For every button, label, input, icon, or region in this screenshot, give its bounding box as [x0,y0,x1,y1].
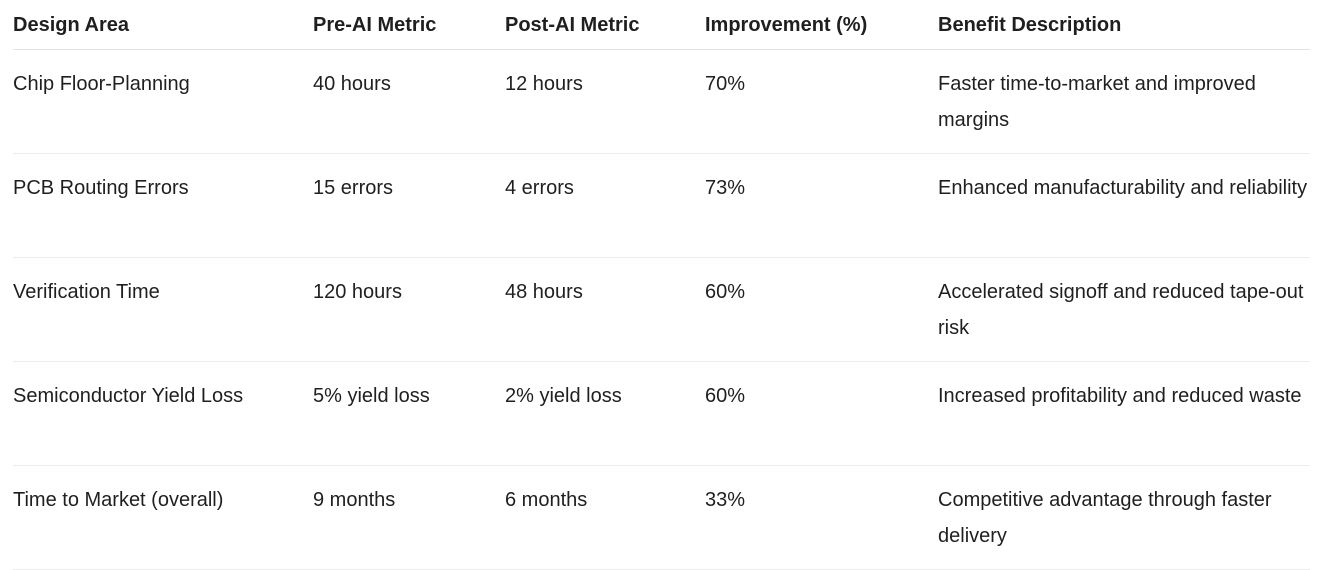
column-header: Benefit Description [938,0,1310,50]
table-cell: 48 hours [505,257,705,362]
table-row: Time to Market (overall) 9 months 6 months… [13,465,1310,570]
data-table: Design Area Pre-AI Metric Post-AI Metric Im… [13,0,1310,570]
table-cell: Faster time-to-market and improved margi… [938,49,1310,154]
table-cell: 73% [705,153,938,258]
table-cell: Semiconductor Yield Loss [13,361,313,466]
table-cell: 120 hours [313,257,505,362]
table-cell: PCB Routing Errors [13,153,313,258]
table-cell: Verification Time [13,257,313,362]
table-cell: 5% yield loss [313,361,505,466]
table-cell: 9 months [313,465,505,570]
table-header: Design Area Pre-AI Metric Post-AI Metric Im… [13,0,1310,50]
table-cell: 33% [705,465,938,570]
table-row: Semiconductor Yield Loss 5% yield loss 2% … [13,361,1310,466]
header-row: Design Area Pre-AI Metric Post-AI Metric Im… [13,0,1310,50]
table-body: Chip Floor-Planning 40 hours 12 hours 70% Fa… [13,49,1310,570]
column-header: Design Area [13,0,313,50]
table-cell: 60% [705,361,938,466]
table-row: Verification Time 120 hours 48 hours 60% Acc… [13,257,1310,362]
table-cell: 60% [705,257,938,362]
table-row: Chip Floor-Planning 40 hours 12 hours 70% Fa… [13,49,1310,154]
table-cell: 70% [705,49,938,154]
table-cell: Accelerated signoff and reduced tape-out… [938,257,1310,362]
table-row: PCB Routing Errors 15 errors 4 errors 73% En… [13,153,1310,258]
table-cell: Time to Market (overall) [13,465,313,570]
page: {"table": { "header": ["Design Area", "P… [13,0,1310,570]
table-cell: Increased profitability and reduced wast… [938,361,1310,466]
table-cell: 40 hours [313,49,505,154]
table-cell: Enhanced manufacturability and reliabili… [938,153,1310,258]
table-cell: 15 errors [313,153,505,258]
column-header: Improvement (%) [705,0,938,50]
table-cell: 2% yield loss [505,361,705,466]
table-cell: 4 errors [505,153,705,258]
column-header: Post-AI Metric [505,0,705,50]
table-cell: Competitive advantage through faster del… [938,465,1310,570]
table-cell: 12 hours [505,49,705,154]
table-cell: Chip Floor-Planning [13,49,313,154]
table-cell: 6 months [505,465,705,570]
column-header: Pre-AI Metric [313,0,505,50]
